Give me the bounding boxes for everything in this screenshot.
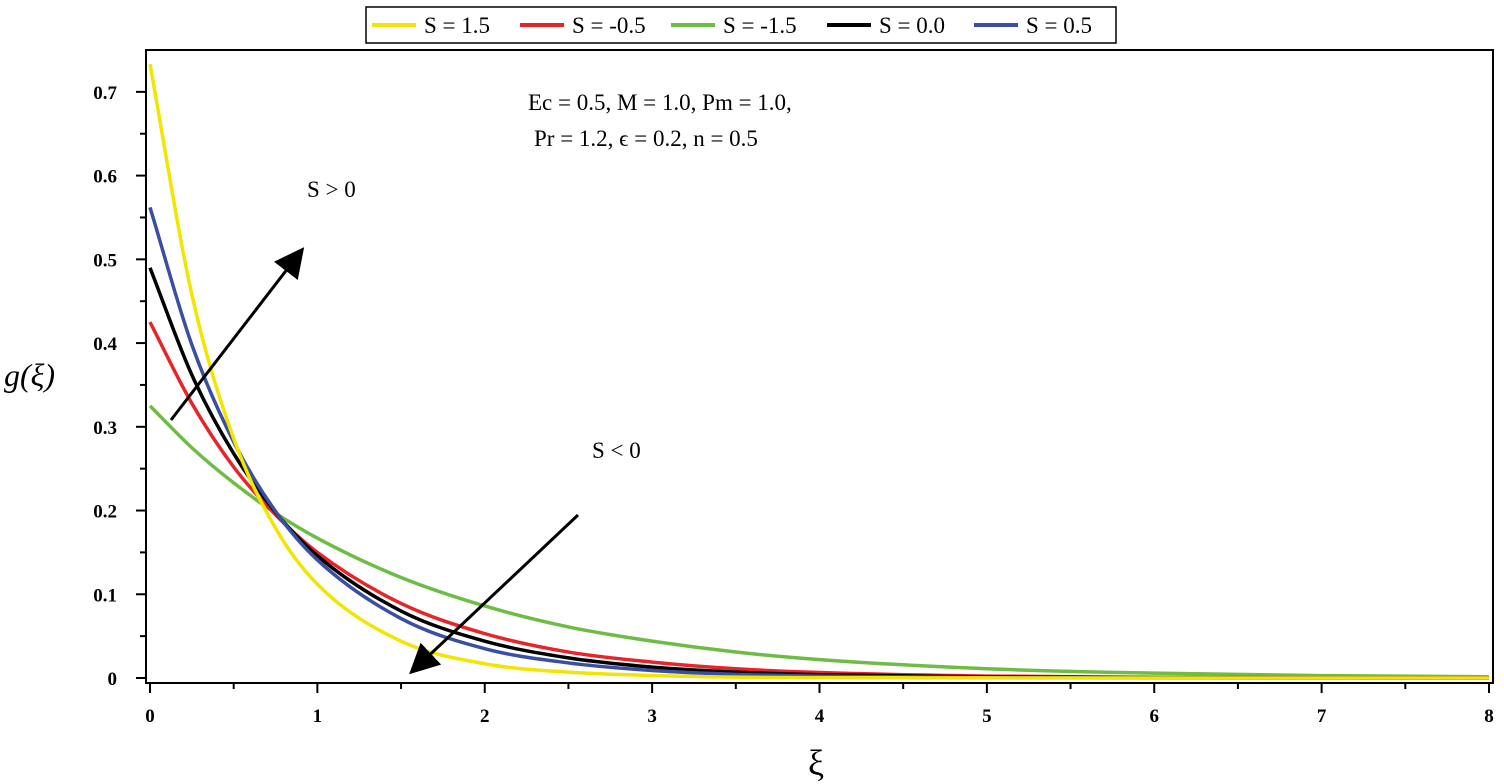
y-tick-label: 0.5 (93, 250, 117, 271)
y-tick-label: 0.3 (93, 418, 117, 439)
params-line-2: Pr = 1.2, ϵ = 0.2, n = 0.5 (534, 126, 758, 151)
series-line (148, 63, 1489, 680)
series-line (148, 267, 1490, 680)
arrow-s-negative (409, 513, 580, 675)
x-tick-label: 6 (1150, 706, 1160, 727)
x-tick-label: 1 (313, 706, 323, 727)
x-tick-label: 8 (1484, 706, 1494, 727)
legend-entry: S = -1.5 (723, 13, 797, 38)
y-tick-label: 0.6 (93, 167, 117, 188)
plot-frame (145, 49, 1494, 684)
series-line (148, 206, 1489, 680)
y-tick-label: 0.1 (93, 585, 117, 606)
arrow-s-positive (169, 247, 305, 421)
legend-entry: S = -0.5 (572, 13, 646, 38)
legend: S = 1.5 S = -0.5 S = -1.5 S = 0.0 S = 0.5 (372, 13, 1092, 38)
series-line (148, 404, 1490, 679)
x-tick-label: 2 (480, 706, 490, 727)
legend-entry: S = 1.5 (424, 13, 490, 38)
y-tick-label: 0.2 (93, 502, 117, 523)
y-tick-label: 0 (108, 669, 118, 690)
x-axis-label: ξ (808, 743, 824, 783)
x-tick-label: 7 (1317, 706, 1327, 727)
arrow-up-label: S > 0 (307, 177, 356, 202)
y-tick-label: 0.7 (93, 83, 117, 104)
x-tick-label: 3 (647, 706, 657, 727)
series-line (148, 321, 1490, 680)
axis-ticks: 0 1 2 3 4 5 6 7 8 0 0.1 0.2 0.3 0.4 0.5 0.6 0.7 (93, 83, 1494, 727)
params-line-1: Ec = 0.5, M = 1.0, Pm = 1.0, (528, 90, 792, 115)
x-tick-label: 4 (815, 706, 825, 727)
legend-entry: S = 0.0 (879, 13, 945, 38)
x-tick-label: 0 (145, 706, 155, 727)
series-lines (148, 63, 1490, 680)
legend-entry: S = 0.5 (1026, 13, 1092, 38)
x-tick-label: 5 (982, 706, 992, 727)
y-axis-label: g(ξ) (4, 357, 55, 393)
y-tick-label: 0.4 (93, 334, 117, 355)
arrow-down-label: S < 0 (592, 438, 641, 463)
